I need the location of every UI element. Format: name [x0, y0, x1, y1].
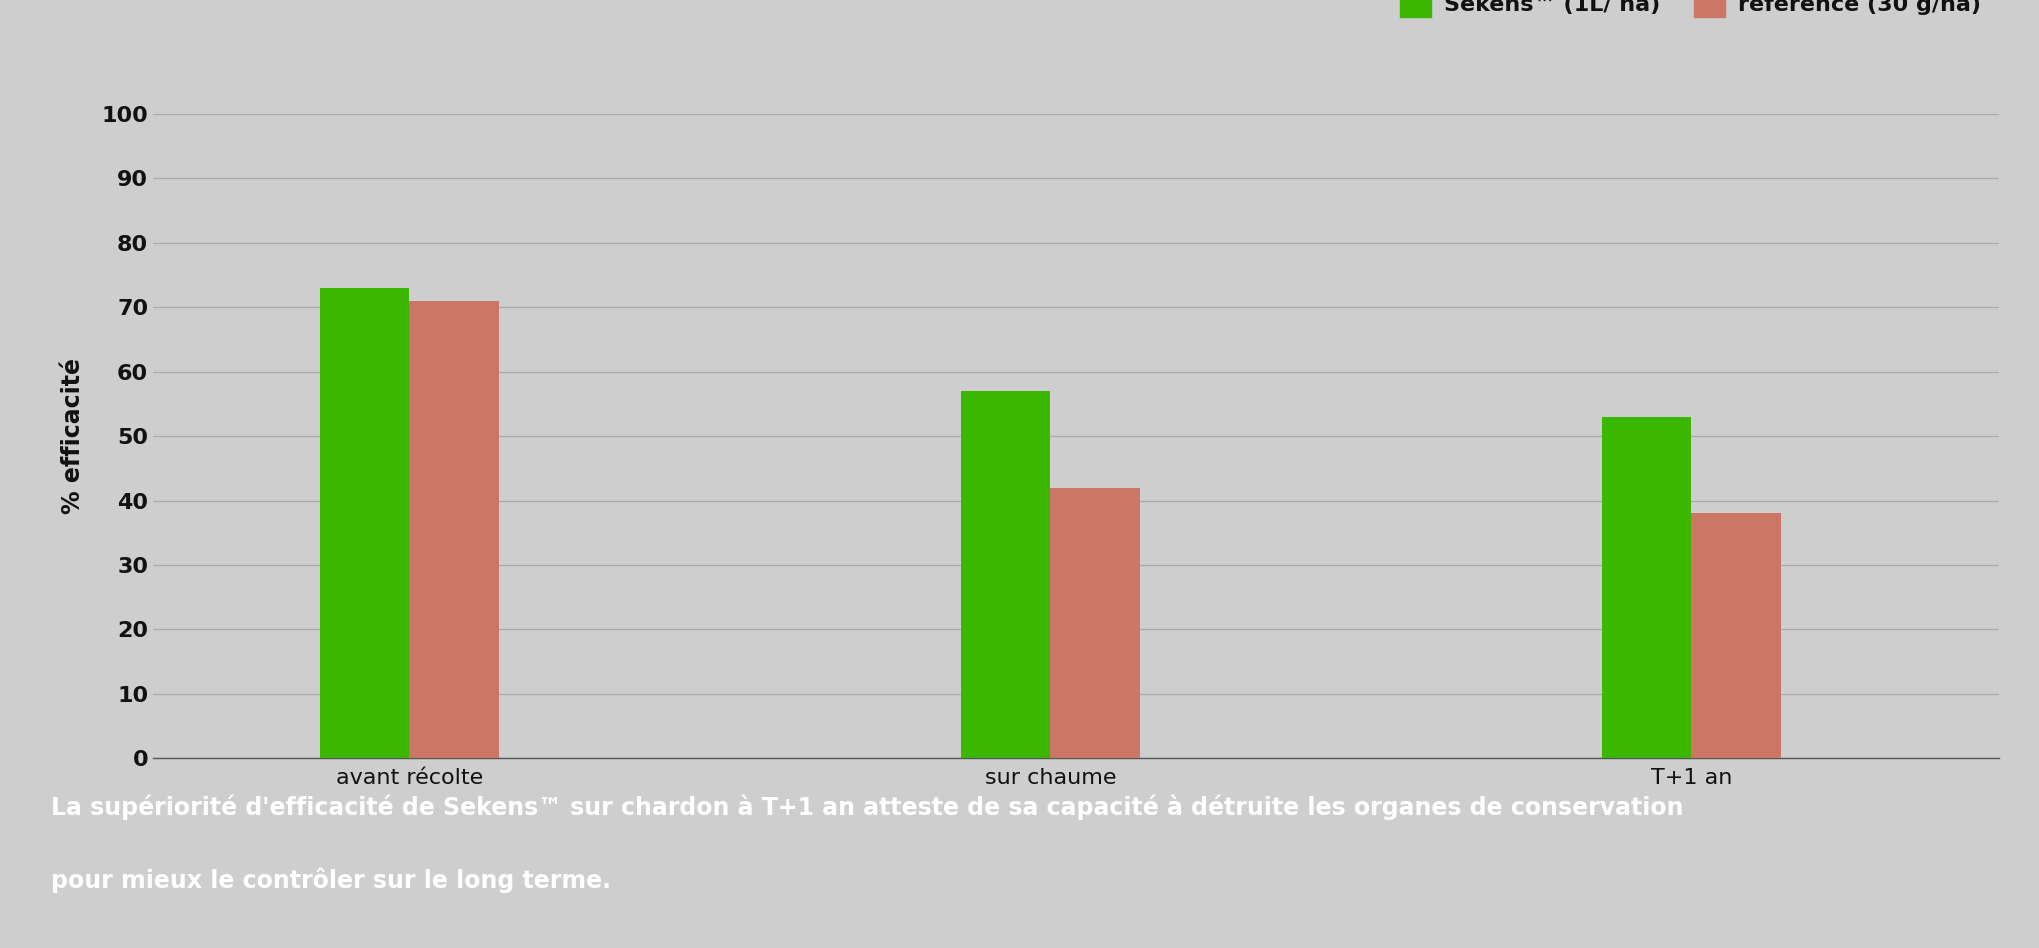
Text: La supériorité d'efficacité de Sekens™ sur chardon à T+1 an atteste de sa capaci: La supériorité d'efficacité de Sekens™ s… [51, 794, 1682, 893]
Bar [1690, 514, 1780, 758]
Bar [410, 301, 500, 758]
Legend: Sekens™ (1L/ ha), référence (30 g/ha): Sekens™ (1L/ ha), référence (30 g/ha) [1393, 0, 1988, 24]
Bar [960, 391, 1050, 758]
Bar [320, 288, 410, 758]
Bar [1601, 417, 1690, 758]
Bar [1050, 487, 1140, 758]
Y-axis label: % efficacité: % efficacité [61, 358, 86, 514]
